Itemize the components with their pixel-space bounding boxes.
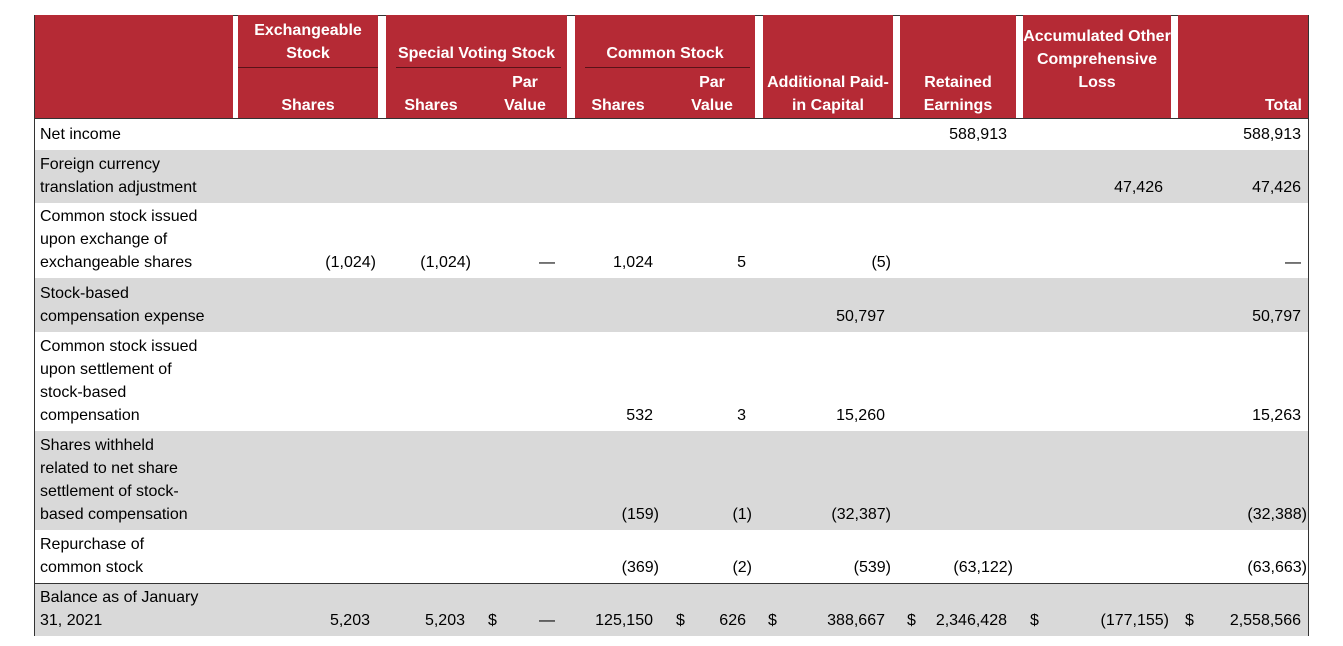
cell-value: —: [539, 254, 555, 271]
header-apic-title: Additional Paid-in Capital: [767, 74, 889, 114]
cell-value: (539): [853, 559, 891, 576]
header-divider: [34, 118, 1309, 119]
cell-value: 5: [737, 254, 746, 271]
cell-value: (1): [732, 506, 752, 523]
divider: [396, 67, 561, 68]
header-label-cell: [35, 15, 233, 118]
currency-symbol: $: [488, 612, 497, 629]
header-common: [575, 15, 755, 118]
cell-value: 5,203: [424, 612, 465, 629]
cell-value: 588,913: [1243, 126, 1301, 143]
cell-value: 588,913: [949, 126, 1007, 143]
table-row: Balance as of January 31, 2021 5,203 5,203…: [35, 583, 1308, 636]
cell-value: 2,558,566: [1229, 612, 1301, 629]
divider: [238, 67, 378, 68]
header-aocl: [1023, 15, 1171, 118]
header-apic: [763, 15, 893, 118]
table-row: Foreign currency translation adjustment 4…: [35, 150, 1308, 203]
cell-value: (1,024): [325, 254, 376, 271]
table-row: Common stock issued upon exchange of exc…: [35, 203, 1308, 278]
cell-value: 1,024: [612, 254, 653, 271]
cell-value: (177,155): [1100, 612, 1170, 629]
cell-value: (159): [621, 506, 659, 523]
cell-value: (369): [621, 559, 659, 576]
header-retained: [900, 15, 1016, 118]
header-shares: Shares: [404, 97, 458, 114]
header-retained-title: Retained Earnings: [923, 74, 993, 114]
cell-value: (2): [732, 559, 752, 576]
header-exchangeable-title: Exchangeable Stock: [254, 22, 362, 62]
cell-value: (63,122): [953, 559, 1013, 576]
cell-value: 3: [737, 407, 746, 424]
cell-value: —: [1285, 254, 1301, 271]
cell-value: —: [539, 612, 555, 629]
divider: [585, 67, 750, 68]
cell-value: (32,388): [1247, 506, 1307, 523]
cell-value: 15,263: [1252, 407, 1301, 424]
cell-value: (32,387): [831, 506, 891, 523]
cell-value: (1,024): [420, 254, 471, 271]
table-row: Net income 588,913 588,913: [35, 119, 1308, 150]
table-row: Stock-based compensation expense 50,797 50…: [35, 278, 1308, 332]
cell-value: (63,663): [1247, 559, 1307, 576]
currency-symbol: $: [907, 612, 916, 629]
row-label: Foreign currency translation adjustment: [40, 156, 197, 196]
row-label: Balance as of January 31, 2021: [40, 589, 199, 629]
header-aocl-title: Accumulated Other Comprehensive Loss: [1023, 28, 1171, 91]
row-label: Common stock issued upon settlement of s…: [40, 338, 198, 424]
header-special-voting-title: Special Voting Stock: [397, 45, 556, 62]
row-label: Repurchase of common stock: [40, 536, 145, 576]
header-par-value: Par Value: [691, 74, 733, 114]
cell-value: 47,426: [1114, 179, 1163, 196]
cell-value: (5): [871, 254, 891, 271]
table-row: Shares withheld related to net share set…: [35, 431, 1308, 530]
table-row: Repurchase of common stock (369) (2) (539) (…: [35, 530, 1308, 583]
cell-value: 50,797: [836, 308, 885, 325]
header-total: [1178, 15, 1308, 118]
row-label: Net income: [40, 126, 121, 143]
cell-value: 15,260: [836, 407, 885, 424]
row-label: Shares withheld related to net share set…: [40, 437, 188, 523]
header-special-voting: [386, 15, 567, 118]
cell-value: 125,150: [595, 612, 653, 629]
cell-value: 626: [719, 612, 746, 629]
currency-symbol: $: [768, 612, 777, 629]
cell-value: 47,426: [1252, 179, 1301, 196]
currency-symbol: $: [1030, 612, 1039, 629]
currency-symbol: $: [676, 612, 685, 629]
currency-symbol: $: [1185, 612, 1194, 629]
header-shares: Shares: [281, 97, 335, 114]
header-total-title: Total: [1264, 97, 1302, 114]
header-shares: Shares: [591, 97, 645, 114]
table-row: Common stock issued upon settlement of s…: [35, 332, 1308, 431]
cell-value: 50,797: [1252, 308, 1301, 325]
cell-value: 2,346,428: [935, 612, 1007, 629]
cell-value: 388,667: [827, 612, 885, 629]
row-label: Common stock issued upon exchange of exc…: [40, 208, 198, 271]
header-par-value: Par Value: [504, 74, 546, 114]
header-common-title: Common Stock: [606, 45, 724, 62]
cell-value: 532: [626, 407, 653, 424]
row-label: Stock-based compensation expense: [40, 285, 205, 325]
header-exchangeable: [238, 15, 378, 118]
cell-value: 5,203: [329, 612, 370, 629]
